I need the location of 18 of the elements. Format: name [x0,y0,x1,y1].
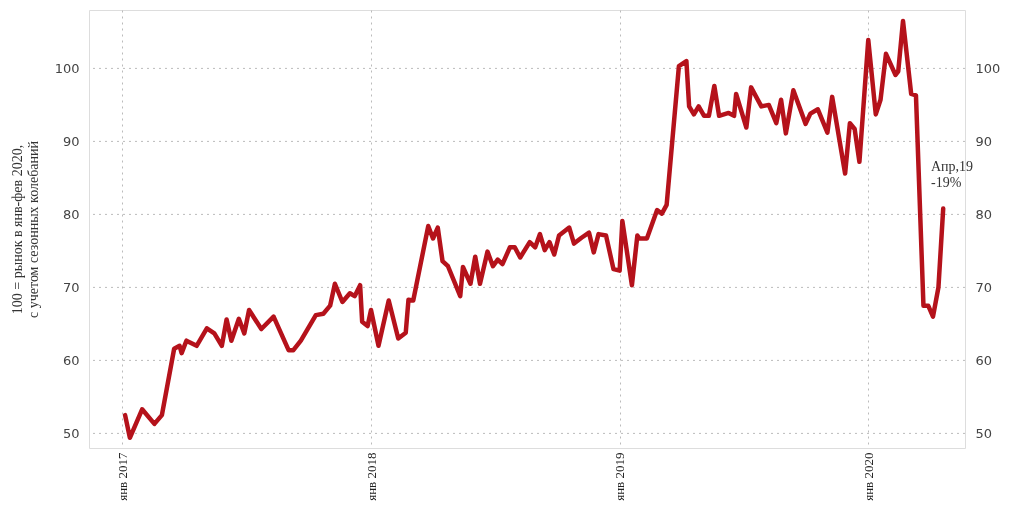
y2-tick-label: 50 [975,425,993,441]
x-tick-label: янв 2019 [612,452,628,501]
y-axis-title: 100 = рынок в янв-фев 2020, с учетом сезонных колебаний [9,140,41,319]
y2-tick-label: 70 [975,279,993,295]
y2-tick-label: 90 [975,133,993,149]
y-tick-label: 60 [62,352,80,368]
x-tick-label: янв 2018 [363,452,379,501]
y2-tick-label: 100 [975,60,1001,76]
y-tick-label: 80 [62,206,80,222]
y2-tick-label: 80 [975,206,993,222]
y-tick-label: 100 [54,60,80,76]
y2-tick-label: 60 [975,352,993,368]
y-tick-label: 90 [62,133,80,149]
x-tick-label: янв 2020 [860,452,876,501]
y-tick-label: 70 [62,279,80,295]
annotation: Апр,19 -19% [931,159,974,190]
y-tick-label: 50 [62,425,80,441]
x-tick-label: янв 2017 [114,452,130,501]
